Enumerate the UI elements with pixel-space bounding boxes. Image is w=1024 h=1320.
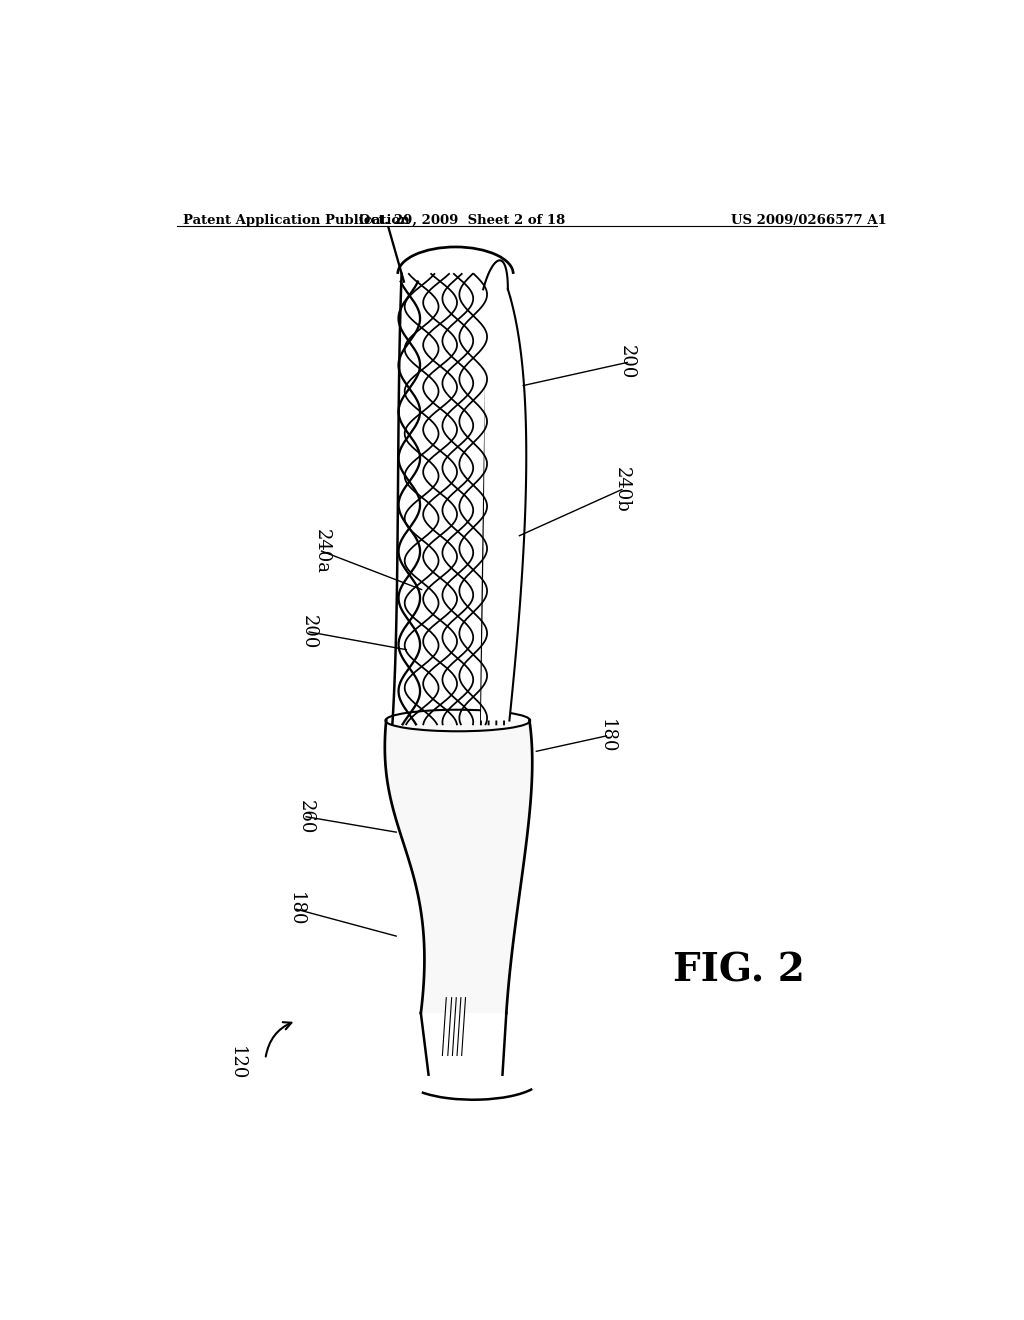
- Text: 240a: 240a: [312, 528, 331, 574]
- Text: 200: 200: [618, 346, 636, 380]
- Text: 240b: 240b: [612, 467, 631, 512]
- Text: 180: 180: [597, 718, 615, 754]
- Text: 120: 120: [227, 1045, 246, 1080]
- Text: US 2009/0266577 A1: US 2009/0266577 A1: [731, 214, 887, 227]
- Polygon shape: [481, 289, 526, 721]
- Text: Patent Application Publication: Patent Application Publication: [183, 214, 410, 227]
- Text: 200: 200: [300, 615, 318, 649]
- Text: FIG. 2: FIG. 2: [673, 952, 805, 990]
- Text: Oct. 29, 2009  Sheet 2 of 18: Oct. 29, 2009 Sheet 2 of 18: [358, 214, 565, 227]
- Text: 260: 260: [297, 800, 315, 834]
- Text: 180: 180: [287, 892, 305, 927]
- Polygon shape: [385, 721, 532, 1014]
